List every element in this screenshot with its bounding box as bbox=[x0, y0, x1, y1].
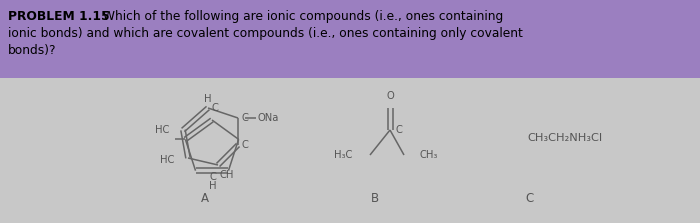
Text: ONa: ONa bbox=[258, 113, 279, 123]
Text: H: H bbox=[209, 181, 217, 191]
Text: Which of the following are ionic compounds (i.e., ones containing: Which of the following are ionic compoun… bbox=[99, 10, 503, 23]
Text: B: B bbox=[371, 192, 379, 204]
Text: ionic bonds) and which are covalent compounds (i.e., ones containing only covale: ionic bonds) and which are covalent comp… bbox=[8, 27, 523, 40]
Text: O: O bbox=[386, 91, 394, 101]
Text: bonds)?: bonds)? bbox=[8, 44, 57, 57]
Text: PROBLEM 1.15: PROBLEM 1.15 bbox=[8, 10, 110, 23]
Text: CH₃: CH₃ bbox=[420, 150, 438, 160]
Bar bbox=[0, 0, 700, 78]
Text: H: H bbox=[204, 94, 211, 104]
Text: C: C bbox=[242, 140, 249, 150]
Text: C: C bbox=[212, 103, 219, 113]
Text: CH₃CH₂NH₃Cl: CH₃CH₂NH₃Cl bbox=[527, 133, 603, 143]
Text: A: A bbox=[201, 192, 209, 204]
Text: C: C bbox=[395, 125, 402, 135]
Text: C: C bbox=[526, 192, 534, 204]
Text: C: C bbox=[209, 172, 216, 182]
Text: HC: HC bbox=[160, 155, 174, 165]
Text: HC: HC bbox=[155, 125, 169, 135]
Text: H₃C: H₃C bbox=[334, 150, 352, 160]
Text: CH: CH bbox=[220, 170, 235, 180]
Text: C: C bbox=[242, 113, 249, 123]
